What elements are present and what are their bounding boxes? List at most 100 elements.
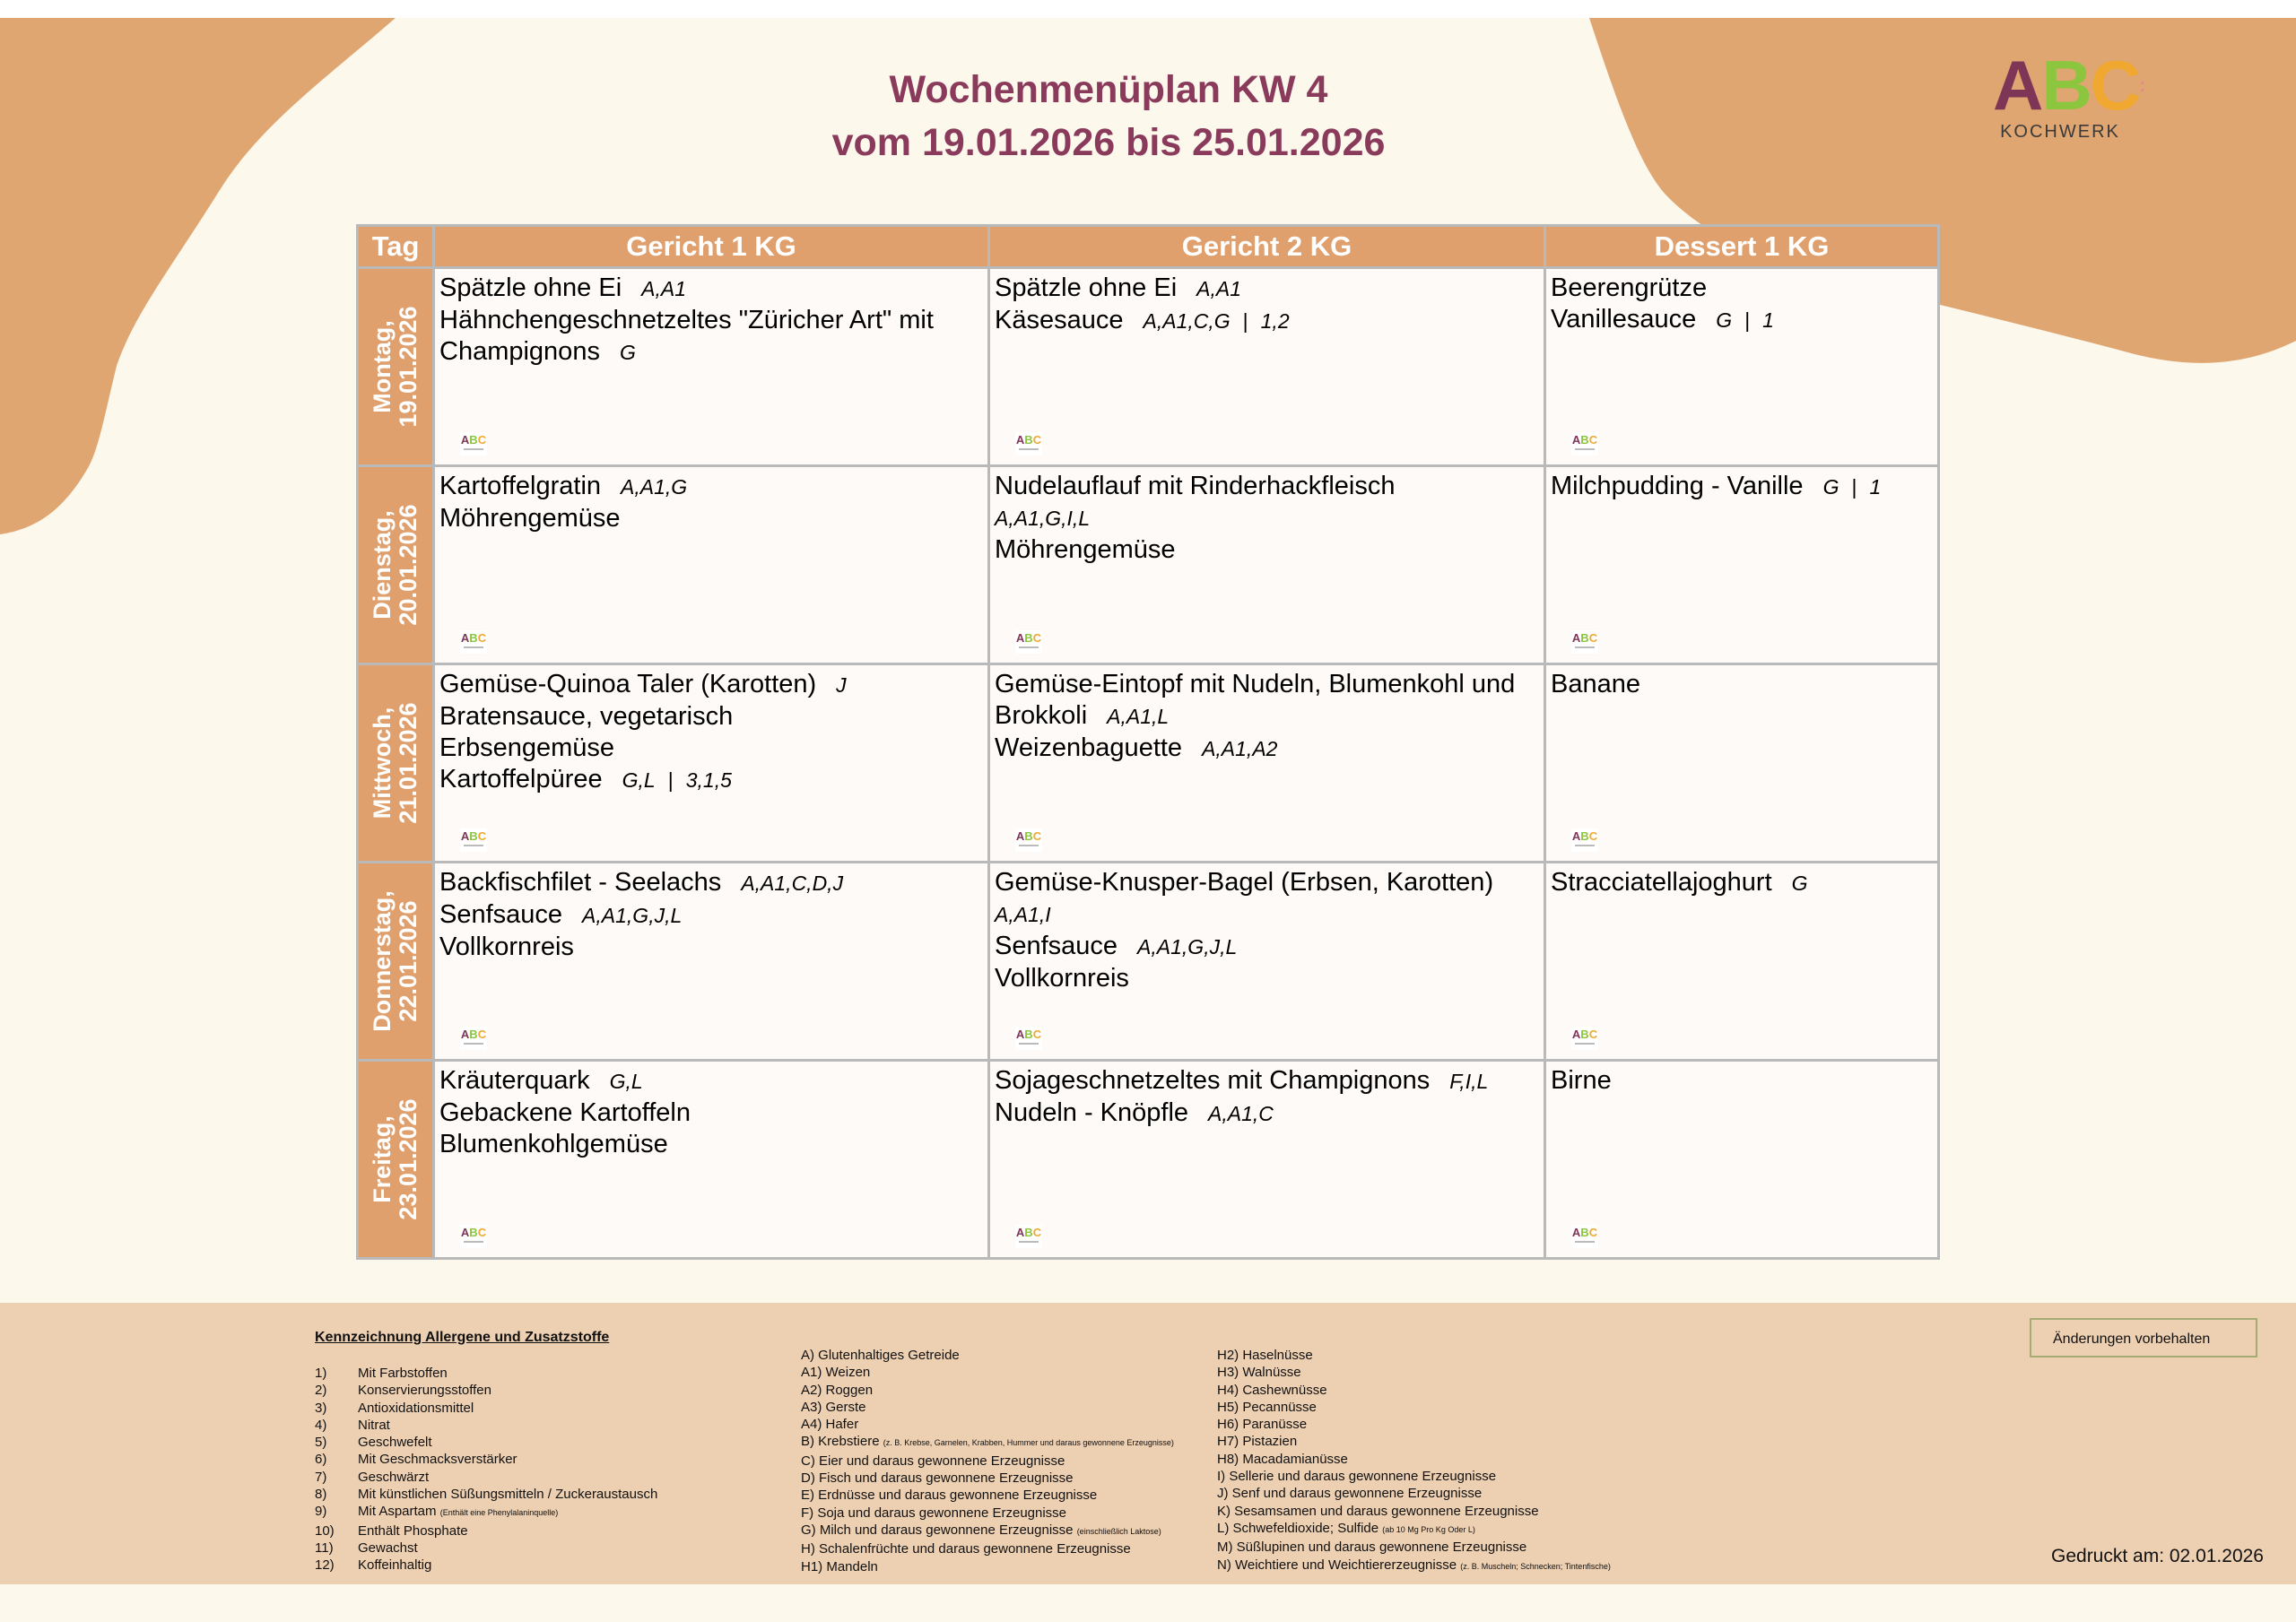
allergen-item: I) Sellerie und daraus gewonnene Erzeugn… [1217, 1468, 1611, 1485]
dish-item: Bratensauce, vegetarisch [439, 701, 983, 733]
allergen-item: A2) Roggen [801, 1382, 1174, 1399]
dish-item: Milchpudding - Vanille G | 1 [1551, 471, 1933, 503]
dish-item: Beerengrütze [1551, 273, 1933, 304]
dish-item: Nudeln - Knöpfle A,A1,C [995, 1097, 1539, 1130]
allergen-note: (z. B. Krebse, Garnelen, Krabben, Hummer… [883, 1438, 1174, 1448]
additive-item: 1) Mit Farbstoffen [315, 1365, 657, 1382]
allergen-codes: G,L [622, 768, 656, 792]
allergens-list-1: A) Glutenhaltiges Getreide A1) Weizen A2) … [801, 1347, 1174, 1575]
dish-item: Backfischfilet - Seelachs A,A1,C,D,J [439, 867, 983, 899]
dish-item: Gebackene Kartoffeln [439, 1097, 983, 1129]
abc-logo-icon: ABC [1015, 1225, 1042, 1248]
dish-name: Gemüse-Quinoa Taler (Karotten) [439, 670, 817, 698]
logo-subtitle: KOCHWERK [2000, 122, 2120, 142]
additive-text: Enthält Phosphate [358, 1522, 468, 1539]
page-title: Wochenmenüplan KW 4 [889, 68, 1328, 111]
dish-name: Gemüse-Eintopf mit Nudeln, Blumenkohl un… [995, 670, 1516, 730]
additive-number: 4) [315, 1417, 327, 1433]
weekday: Mittwoch, [369, 707, 396, 820]
allergen-text: H7) Pistazien [1217, 1434, 1298, 1450]
dish-name: Milchpudding - Vanille [1551, 472, 1804, 500]
allergen-text: A2) Roggen [801, 1382, 874, 1398]
abc-logo-icon: ABC [460, 432, 487, 455]
date-range: vom 19.01.2026 bis 25.01.2026 [831, 121, 1386, 164]
day-label: Dienstag, 20.01.2026 [369, 504, 422, 626]
allergen-text: H2) Haselnüsse [1217, 1348, 1313, 1363]
additive-codes: 1 [1869, 475, 1882, 499]
day-label: Freitag, 23.01.2026 [369, 1098, 422, 1219]
header-dessert: Dessert 1 KG [1544, 224, 1940, 269]
changes-reserved-notice: Änderungen vorbehalten [2030, 1318, 2257, 1357]
abc-kochwerk-logo: ABC: KOCHWERK [1993, 46, 2145, 142]
allergen-note: (ab 10 Mg Pro Kg Oder L) [1382, 1524, 1475, 1534]
allergen-text: H6) Paranüsse [1217, 1417, 1308, 1433]
table-row: Freitag, 23.01.2026 Kräuterquark G,L Gebacke… [356, 1059, 1940, 1260]
allergen-codes: G [1791, 872, 1808, 895]
dish-name: Sojageschnetzeltes mit Champignons [995, 1066, 1431, 1095]
menu-cell: Nudelauflauf mit Rinderhackfleisch A,A1,G… [987, 464, 1546, 665]
additives-list: 1) Mit Farbstoffen 2) Konservierungsstoffen… [315, 1365, 657, 1574]
allergen-codes: A,A1 [1196, 277, 1242, 300]
additive-number: 3) [315, 1400, 327, 1416]
dish-name: Nudeln - Knöpfle [995, 1098, 1189, 1127]
dish-item: Senfsauce A,A1,G,J,L [439, 899, 983, 932]
allergen-codes: A,A1,G [621, 475, 688, 499]
allergen-text: A3) Gerste [801, 1399, 866, 1415]
allergen-text: H) Schalenfrüchte und daraus gewonnene E… [801, 1541, 1131, 1557]
table-row: Dienstag, 20.01.2026 Kartoffelgratin A,A1,G… [356, 464, 1940, 665]
allergen-text: K) Sesamsamen und daraus gewonnene Erzeu… [1217, 1503, 1539, 1519]
day-cell: Donnerstag, 22.01.2026 [356, 861, 435, 1062]
dish-name: Banane [1551, 670, 1640, 698]
abc-logo-icon: ABC [460, 1225, 487, 1248]
day-cell: Dienstag, 20.01.2026 [356, 464, 435, 665]
abc-logo-icon: ABC [1015, 1027, 1042, 1050]
additive-item: 3) Antioxidationsmittel [315, 1400, 657, 1417]
allergen-text: M) Süßlupinen und daraus gewonnene Erzeu… [1217, 1540, 1527, 1556]
weekday: Dienstag, [369, 510, 396, 620]
abc-logo-icon: ABC [1571, 828, 1598, 852]
allergen-text: H4) Cashewnüsse [1217, 1382, 1327, 1398]
allergen-item: H8) Macadamianüsse [1217, 1451, 1611, 1468]
dish-item: Gemüse-Quinoa Taler (Karotten) J [439, 669, 983, 701]
header-gericht-1: Gericht 1 KG [432, 224, 990, 269]
dish-name: Käsesauce [995, 306, 1124, 334]
dish-item: Vollkornreis [439, 932, 983, 963]
additive-codes: 3,1,5 [685, 768, 732, 792]
separator: | [1242, 309, 1248, 333]
additive-text: Geschwefelt [358, 1435, 432, 1451]
table-row: Donnerstag, 22.01.2026 Backfischfilet - Se… [356, 861, 1940, 1062]
day-date: 22.01.2026 [395, 900, 422, 1022]
dish-name: Gemüse-Knusper-Bagel (Erbsen, Karotten) [995, 868, 1494, 897]
dish-name: Kräuterquark [439, 1066, 590, 1095]
additive-number: 7) [315, 1469, 327, 1485]
dish-name: Senfsauce [995, 932, 1118, 960]
day-label: Mittwoch, 21.01.2026 [369, 702, 422, 823]
dish-item: Birne [1551, 1065, 1933, 1097]
additive-text: Mit Aspartam [358, 1504, 437, 1520]
dish-item: Vollkornreis [995, 963, 1539, 994]
menu-cell: Milchpudding - Vanille G | 1 ABC [1544, 464, 1940, 665]
day-cell: Mittwoch, 21.01.2026 [356, 663, 435, 863]
allergen-item: A) Glutenhaltiges Getreide [801, 1347, 1174, 1364]
additive-note: (Enthält eine Phenylalaninquelle) [439, 1508, 559, 1518]
dish-item: Vanillesauce G | 1 [1551, 304, 1933, 336]
abc-logo-icon: ABC [1015, 630, 1042, 654]
allergen-codes: A,A1,A2 [1202, 737, 1278, 760]
day-date: 20.01.2026 [395, 504, 422, 626]
dish-item: Senfsauce A,A1,G,J,L [995, 931, 1539, 963]
abc-logo-icon: ABC [1015, 432, 1042, 455]
allergen-text: A4) Hafer [801, 1417, 859, 1433]
additive-text: Koffeinhaltig [358, 1557, 432, 1574]
additive-number: 6) [315, 1452, 327, 1468]
allergen-item: H3) Walnüsse [1217, 1364, 1611, 1381]
allergen-text: B) Krebstiere [801, 1434, 880, 1450]
dish-name: Beerengrütze [1551, 273, 1708, 302]
menu-cell: Gemüse-Eintopf mit Nudeln, Blumenkohl un… [987, 663, 1546, 863]
allergen-item: A4) Hafer [801, 1416, 1174, 1433]
abc-logo-icon: ABC [460, 828, 487, 852]
allergen-text: H3) Walnüsse [1217, 1365, 1301, 1381]
allergen-codes: G [619, 341, 636, 364]
allergen-item: H5) Pecannüsse [1217, 1399, 1611, 1416]
allergen-text: H8) Macadamianüsse [1217, 1451, 1348, 1467]
allergen-item: A3) Gerste [801, 1399, 1174, 1416]
